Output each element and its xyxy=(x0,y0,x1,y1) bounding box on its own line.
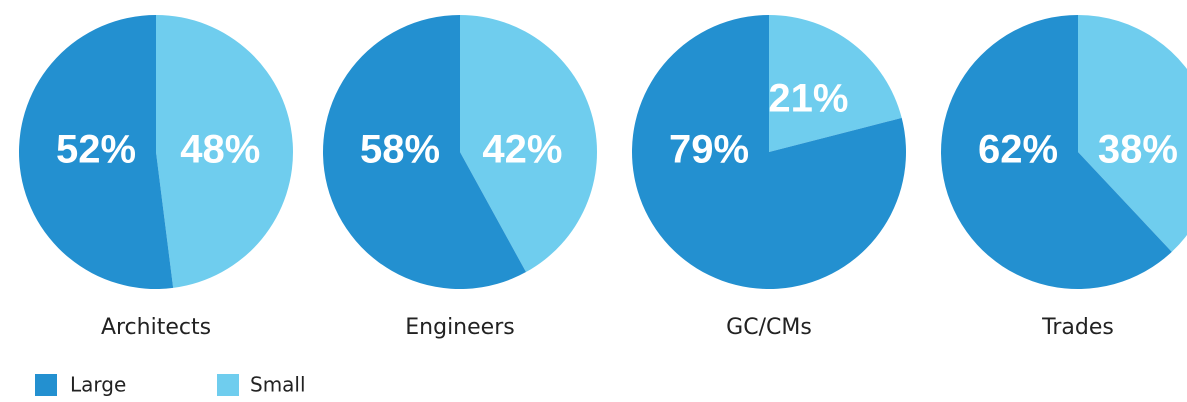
pie-title: Engineers xyxy=(405,315,514,340)
legend-swatch xyxy=(217,374,239,396)
value-label: 52% xyxy=(56,128,136,172)
value-label: 38% xyxy=(1098,128,1178,172)
pie-slice xyxy=(322,15,527,289)
pie-slice xyxy=(460,15,597,273)
value-label: 42% xyxy=(482,128,562,172)
pie-title: Trades xyxy=(1041,315,1114,340)
pie-title: Architects xyxy=(101,315,211,340)
value-label: 79% xyxy=(669,128,749,172)
pie-slice xyxy=(769,15,902,152)
pie-title: GC/CMs xyxy=(726,315,812,340)
pie-slice xyxy=(631,15,906,289)
pie-slice xyxy=(941,15,1172,289)
pie-slice xyxy=(19,15,174,289)
legend-label: Large xyxy=(70,373,126,397)
legend-label: Small xyxy=(250,373,306,397)
value-label: 48% xyxy=(180,128,260,172)
value-label: 21% xyxy=(768,77,848,121)
legend-swatch xyxy=(35,374,57,396)
value-label: 58% xyxy=(360,128,440,172)
pie-slice xyxy=(156,15,293,288)
pie-slice xyxy=(1078,15,1187,252)
value-label: 62% xyxy=(978,128,1058,172)
